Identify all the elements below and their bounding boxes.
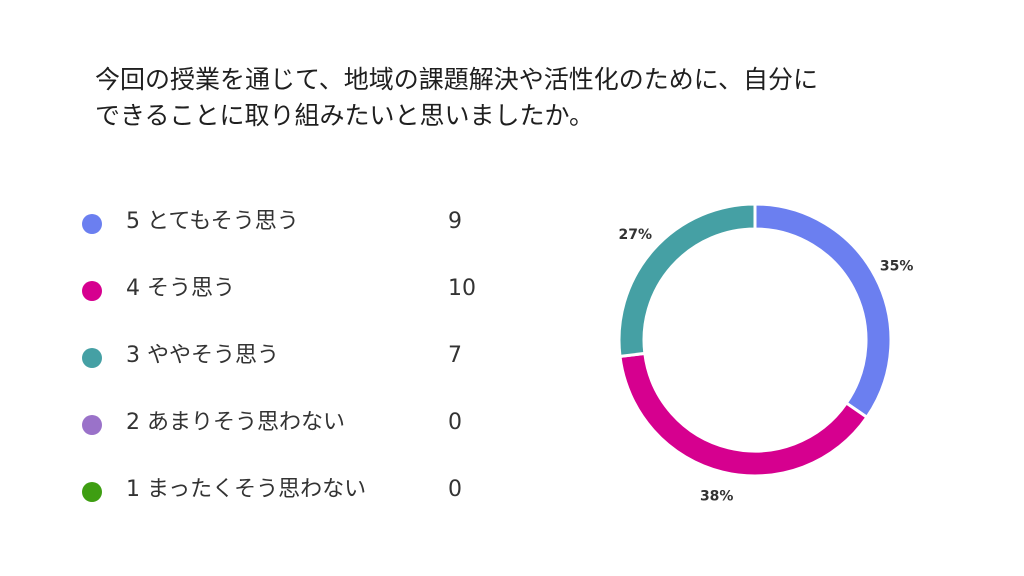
legend-count-2: 0 — [448, 410, 462, 435]
question-line-2: できることに取り組みたいと思いましたか。 — [95, 101, 595, 130]
legend-label-3: 3 ややそう思う — [126, 343, 279, 368]
question-line-1: 今回の授業を通じて、地域の課題解決や活性化のために、自分に — [95, 65, 819, 94]
legend-label-1: 1 まったくそう思わない — [126, 477, 367, 502]
donut-slice-5 — [753, 202, 893, 420]
percent-label-4: 38% — [700, 488, 734, 504]
legend-dot-4 — [82, 281, 102, 301]
donut-slice-4 — [618, 351, 870, 478]
legend-count-4: 10 — [448, 276, 476, 301]
legend-count-5: 9 — [448, 209, 462, 234]
donut-slices — [617, 202, 893, 478]
legend-dot-1 — [82, 482, 102, 502]
legend-dot-3 — [82, 348, 102, 368]
percent-label-3: 27% — [618, 227, 652, 243]
legend-item-5: 5 とてもそう思う 9 — [80, 205, 500, 272]
chart-legend: 5 とてもそう思う 9 4 そう思う 10 3 ややそう思う 7 2 あまりそう… — [80, 205, 500, 540]
donut-slice-3 — [617, 202, 757, 359]
legend-item-4: 4 そう思う 10 — [80, 272, 500, 339]
legend-item-1: 1 まったくそう思わない 0 — [80, 473, 500, 540]
legend-item-2: 2 あまりそう思わない 0 — [80, 406, 500, 473]
legend-label-4: 4 そう思う — [126, 276, 235, 301]
legend-item-3: 3 ややそう思う 7 — [80, 339, 500, 406]
legend-dot-5 — [82, 214, 102, 234]
legend-count-3: 7 — [448, 343, 462, 368]
legend-label-2: 2 あまりそう思わない — [126, 410, 345, 435]
question-title: 今回の授業を通じて、地域の課題解決や活性化のために、自分に できることに取り組み… — [95, 62, 975, 134]
donut-chart: 35% 38% 27% — [617, 202, 913, 504]
donut-percent-labels: 35% 38% 27% — [618, 227, 913, 504]
percent-label-5: 35% — [880, 259, 914, 275]
legend-dot-2 — [82, 415, 102, 435]
legend-label-5: 5 とてもそう思う — [126, 209, 299, 234]
legend-count-1: 0 — [448, 477, 462, 502]
